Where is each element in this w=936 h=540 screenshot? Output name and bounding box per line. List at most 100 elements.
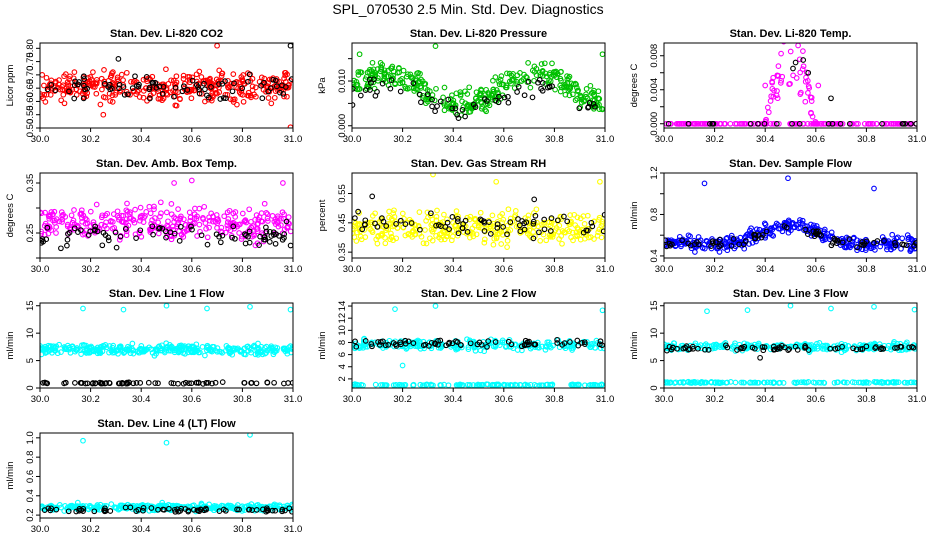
data-point xyxy=(696,238,702,245)
data-point xyxy=(429,228,436,235)
y-tick-label: 0.35 xyxy=(337,243,348,262)
data-point xyxy=(536,69,543,76)
data-point xyxy=(264,347,270,354)
data-point xyxy=(71,207,77,213)
data-point xyxy=(889,231,896,238)
data-point xyxy=(778,50,784,57)
data-point xyxy=(517,228,524,235)
data-point xyxy=(433,222,439,229)
data-point xyxy=(220,95,227,101)
data-point xyxy=(236,230,242,236)
data-point xyxy=(130,79,137,85)
data-point xyxy=(241,218,248,225)
data-point xyxy=(569,229,576,236)
data-point xyxy=(590,101,597,107)
data-point xyxy=(786,218,792,225)
data-point xyxy=(542,346,549,353)
data-point xyxy=(417,83,424,90)
data-point xyxy=(712,239,719,246)
data-point xyxy=(432,340,438,347)
data-point xyxy=(288,349,293,356)
data-point xyxy=(538,61,545,67)
data-point xyxy=(828,242,835,249)
data-point xyxy=(723,240,730,246)
data-point xyxy=(109,225,116,232)
plot-frame xyxy=(663,302,918,389)
data-point xyxy=(737,345,744,352)
data-point xyxy=(868,244,875,250)
data-point xyxy=(77,380,84,386)
data-point xyxy=(210,213,216,220)
data-point xyxy=(438,343,444,350)
data-point xyxy=(904,339,910,346)
data-point xyxy=(149,223,156,230)
data-point xyxy=(219,229,225,236)
data-point xyxy=(196,90,203,97)
data-point xyxy=(158,210,164,217)
data-point xyxy=(146,203,153,210)
data-point xyxy=(771,120,778,127)
data-point xyxy=(224,222,231,229)
data-point xyxy=(90,80,96,87)
data-point xyxy=(523,219,530,226)
data-point xyxy=(288,76,293,82)
data-point xyxy=(148,505,155,511)
data-point xyxy=(765,109,772,116)
data-point xyxy=(262,236,269,243)
y-tick-label: 0.4 xyxy=(25,489,36,502)
data-point xyxy=(583,86,590,92)
data-point xyxy=(454,232,461,239)
data-point xyxy=(102,508,109,514)
data-point xyxy=(354,222,361,228)
data-point xyxy=(280,90,287,97)
data-point xyxy=(442,224,449,230)
data-point xyxy=(689,379,695,386)
data-point xyxy=(755,232,762,238)
data-point xyxy=(476,382,483,388)
data-point xyxy=(554,340,561,346)
data-point xyxy=(777,80,784,86)
data-point xyxy=(48,82,55,88)
data-point xyxy=(357,92,364,99)
data-point xyxy=(58,349,64,355)
series-highlight xyxy=(664,223,917,251)
data-point xyxy=(287,124,293,128)
data-point xyxy=(418,99,424,106)
data-point xyxy=(800,48,806,54)
data-point xyxy=(505,99,512,106)
data-point xyxy=(214,43,220,49)
data-point xyxy=(762,82,769,89)
data-point xyxy=(84,79,91,85)
data-point xyxy=(888,246,894,253)
data-point xyxy=(152,380,159,386)
data-point xyxy=(794,347,801,353)
data-point xyxy=(453,223,459,229)
data-point xyxy=(679,237,685,244)
data-point xyxy=(175,380,181,387)
y-tick-label: 10 xyxy=(649,328,660,339)
y-axis-label: ml/min xyxy=(5,332,16,360)
data-point xyxy=(423,381,430,388)
data-point xyxy=(397,217,404,224)
points-layer xyxy=(40,43,293,128)
data-point xyxy=(423,100,429,107)
x-tick-label: 30.0 xyxy=(655,264,674,275)
data-point xyxy=(705,347,712,353)
data-point xyxy=(453,338,459,345)
data-point xyxy=(467,382,473,388)
data-point xyxy=(533,206,540,213)
data-point xyxy=(871,185,877,192)
data-point xyxy=(429,96,435,103)
data-point xyxy=(544,84,551,91)
data-point xyxy=(557,88,564,95)
data-point xyxy=(428,210,434,217)
data-point xyxy=(196,508,203,515)
plot-frame xyxy=(351,302,606,389)
data-point xyxy=(907,120,914,127)
chart-title: Stan. Dev. Amb. Box Temp. xyxy=(96,158,237,170)
data-point xyxy=(180,75,187,82)
data-point xyxy=(140,507,146,514)
data-point xyxy=(46,348,53,354)
data-point xyxy=(91,508,98,515)
data-point xyxy=(666,343,673,350)
